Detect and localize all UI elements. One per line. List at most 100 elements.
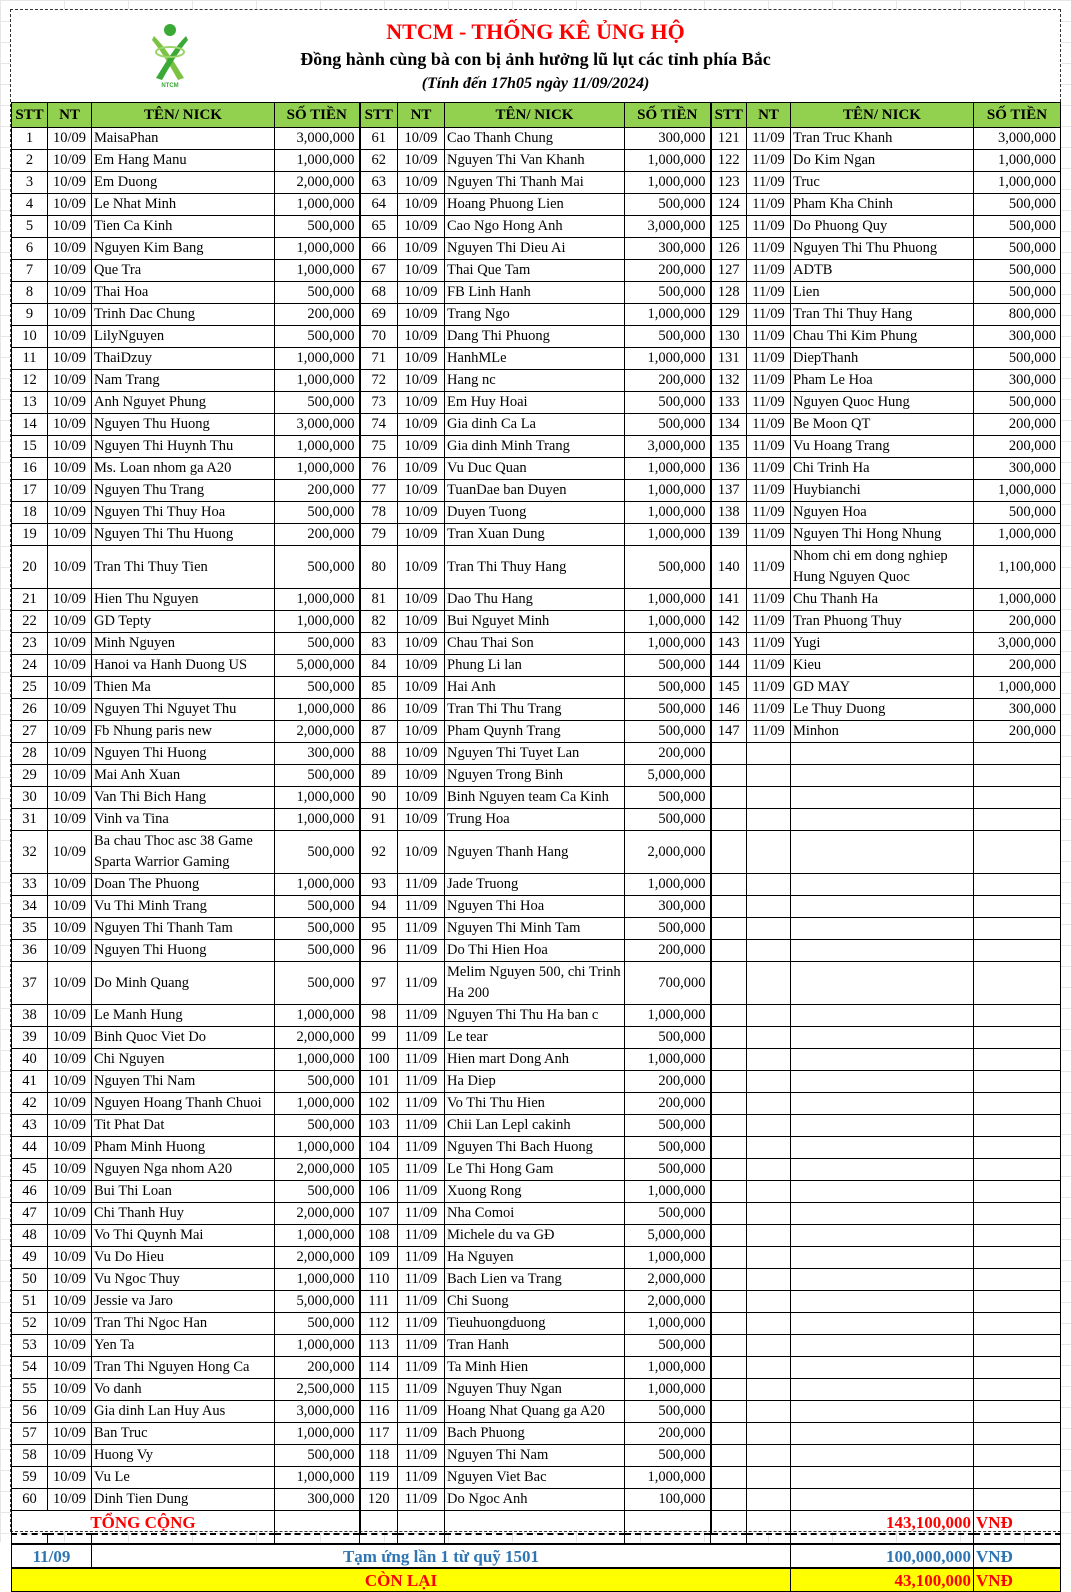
donor-name: Pham Quynh Trang: [444, 720, 625, 743]
donor-amount: 300,000: [624, 237, 712, 260]
donor-name: Nguyen Thi Hong Nhung: [790, 523, 974, 546]
donor-name: [790, 1246, 974, 1269]
donor-name: [790, 1026, 974, 1049]
donor-name: Ha Diep: [444, 1070, 625, 1093]
donor-name: Vu Thi Minh Trang: [91, 895, 275, 918]
donor-name: [790, 742, 974, 765]
spacer-row: [11, 1533, 1061, 1545]
donor-amount: 1,000,000: [274, 237, 361, 260]
donor-date: 10/09: [47, 808, 92, 831]
donor-date: 11/09: [397, 1378, 445, 1401]
donor-amount: 3,000,000: [973, 127, 1061, 150]
donor-date: 10/09: [397, 457, 445, 480]
donor-name: [790, 808, 974, 831]
donor-name: Trang Ngo: [444, 303, 625, 326]
donor-amount: [973, 1246, 1061, 1269]
donor-amount: 1,000,000: [274, 1334, 361, 1357]
donor-date: [746, 1378, 791, 1401]
donor-amount: 500,000: [274, 1444, 361, 1467]
donor-amount: 1,000,000: [624, 1356, 712, 1379]
donor-stt: 45: [11, 1158, 48, 1181]
donor-date: 11/09: [746, 545, 791, 589]
donor-date: 11/09: [746, 698, 791, 721]
col-nt: NT: [746, 102, 791, 128]
donor-stt: 12: [11, 369, 48, 392]
donor-date: 11/09: [397, 1268, 445, 1291]
donor-date: [746, 786, 791, 809]
donor-stt: 124: [710, 193, 747, 216]
col-name: TÊN/ NICK: [444, 102, 625, 128]
donor-amount: 500,000: [274, 1114, 361, 1137]
donor-date: 10/09: [397, 303, 445, 326]
donor-name: Nguyen Thanh Hang: [444, 830, 625, 874]
donor-date: 11/09: [746, 676, 791, 699]
table-row: 10 10/09 LilyNguyen 500,000 70 10/09 Dang Thi …: [11, 325, 1061, 348]
donor-date: 10/09: [397, 698, 445, 721]
donor-stt: 144: [710, 654, 747, 677]
donor-stt: [710, 1312, 747, 1335]
donor-stt: 6: [11, 237, 48, 260]
donor-date: 10/09: [47, 1290, 92, 1313]
donor-name: Chi Suong: [444, 1290, 625, 1313]
donor-stt: 121: [710, 127, 747, 150]
donor-name: [790, 939, 974, 962]
donor-date: 10/09: [397, 523, 445, 546]
table-row: 3 10/09 Em Duong 2,000,000 63 10/09 Nguyen Thi…: [11, 171, 1061, 194]
donor-amount: 1,000,000: [624, 501, 712, 524]
donor-amount: 1,000,000: [274, 610, 361, 633]
table-row: 60 10/09 Dinh Tien Dung 300,000 120 11/09 Do N…: [11, 1488, 1061, 1511]
donor-amount: 500,000: [624, 1400, 712, 1423]
donor-stt: 7: [11, 259, 48, 282]
donor-amount: 2,000,000: [624, 1268, 712, 1291]
donor-stt: 130: [710, 325, 747, 348]
donor-amount: 500,000: [274, 764, 361, 787]
donor-name: Le Manh Hung: [91, 1004, 275, 1027]
donor-name: [790, 786, 974, 809]
donor-amount: 500,000: [624, 786, 712, 809]
donor-date: 11/09: [397, 961, 445, 1005]
donor-amount: 1,000,000: [274, 1048, 361, 1071]
donor-amount: [973, 1004, 1061, 1027]
donor-date: 11/09: [746, 654, 791, 677]
donor-name: Bui Nguyet Minh: [444, 610, 625, 633]
donor-stt: 21: [11, 588, 48, 611]
donor-stt: 58: [11, 1444, 48, 1467]
donor-date: 11/09: [746, 479, 791, 502]
donor-stt: 82: [359, 610, 398, 633]
col-name: TÊN/ NICK: [91, 102, 275, 128]
donor-stt: 90: [359, 786, 398, 809]
donor-amount: 500,000: [973, 259, 1061, 282]
donor-date: 10/09: [47, 786, 92, 809]
donor-name: [790, 1268, 974, 1291]
donor-date: 10/09: [397, 259, 445, 282]
donor-date: [746, 1202, 791, 1225]
donor-stt: [710, 1400, 747, 1423]
donor-date: 10/09: [397, 127, 445, 150]
donor-stt: [710, 895, 747, 918]
donor-amount: 200,000: [973, 610, 1061, 633]
donor-stt: 125: [710, 215, 747, 238]
donor-amount: 1,000,000: [624, 1246, 712, 1269]
donor-name: Chii Lan Lepl cakinh: [444, 1114, 625, 1137]
donor-stt: 119: [359, 1466, 398, 1489]
donor-amount: 500,000: [624, 413, 712, 436]
donor-stt: 28: [11, 742, 48, 765]
donor-amount: 1,000,000: [274, 1136, 361, 1159]
table-row: 36 10/09 Nguyen Thi Huong 500,000 96 11/09 Do …: [11, 939, 1061, 962]
donor-amount: 2,000,000: [624, 1290, 712, 1313]
remaining-amount: 43,100,000: [790, 1567, 974, 1592]
donor-name: Thai Que Tam: [444, 259, 625, 282]
donor-amount: 500,000: [973, 391, 1061, 414]
advance-amount: 100,000,000: [790, 1543, 974, 1569]
donor-name: Nguyen Thi Nguyet Thu: [91, 698, 275, 721]
donor-stt: 102: [359, 1092, 398, 1115]
donor-amount: 1,000,000: [973, 523, 1061, 546]
table-row: 44 10/09 Pham Minh Huong 1,000,000 104 11/09 N…: [11, 1136, 1061, 1159]
donor-amount: [973, 1290, 1061, 1313]
donor-date: 10/09: [47, 895, 92, 918]
donor-name: Tran Thi Thuy Tien: [91, 545, 275, 589]
donor-name: Thien Ma: [91, 676, 275, 699]
total-currency: VNĐ: [973, 1510, 1061, 1535]
donor-amount: 500,000: [274, 676, 361, 699]
donor-stt: [710, 1070, 747, 1093]
